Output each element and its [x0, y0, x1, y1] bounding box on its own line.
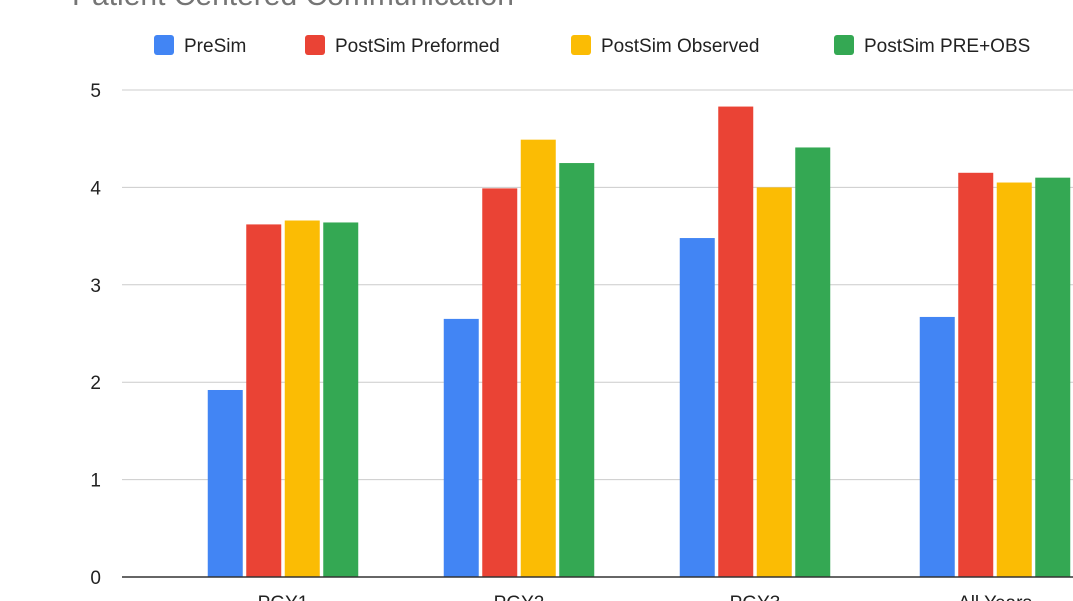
- legend-label: PostSim PRE+OBS: [864, 36, 1030, 57]
- y-tick-label: 1: [90, 471, 101, 492]
- bar-postsim-preformed: [958, 172, 994, 578]
- legend-swatch: [571, 35, 591, 55]
- bar-presim: [443, 318, 479, 577]
- bar-postsim-observed: [520, 139, 556, 577]
- bar-presim: [679, 238, 715, 577]
- bars: [207, 106, 1071, 578]
- category-labels: PGY1 PGY2 PGY3 All Years: [258, 593, 1032, 601]
- bar-postsim-pre-obs: [323, 222, 359, 578]
- bar-presim: [919, 316, 955, 577]
- bar-postsim-preformed: [718, 106, 754, 578]
- y-tick-label: 2: [90, 373, 101, 394]
- bar-postsim-preformed: [246, 224, 282, 578]
- legend-label: PreSim: [184, 36, 246, 57]
- legend-item: PostSim PRE+OBS: [834, 35, 1030, 57]
- bar-group-pgy2: [443, 139, 595, 578]
- bar-postsim-observed: [284, 220, 320, 578]
- bar-presim: [207, 389, 243, 577]
- y-tick-label: 0: [90, 568, 101, 589]
- y-tick-label: 5: [90, 81, 101, 102]
- bar-postsim-pre-obs: [795, 147, 831, 577]
- chart-title: Patient Centered Communication: [72, 0, 514, 12]
- legend-swatch: [834, 35, 854, 55]
- bar-postsim-observed: [996, 182, 1032, 577]
- legend-item: PostSim Observed: [571, 35, 759, 57]
- legend-item: PreSim: [154, 35, 246, 57]
- x-category-label: PGY3: [730, 593, 781, 601]
- y-tick-label: 3: [90, 276, 101, 297]
- y-axis-ticks: 0 1 2 3 4 5: [90, 81, 101, 589]
- bar-group-all-years: [919, 172, 1071, 578]
- legend-swatch: [305, 35, 325, 55]
- bar-group-pgy3: [679, 106, 831, 578]
- legend-swatch: [154, 35, 174, 55]
- bar-postsim-pre-obs: [1035, 177, 1071, 577]
- x-category-label: All Years: [958, 593, 1032, 601]
- legend-label: PostSim Preformed: [335, 36, 500, 57]
- legend-item: PostSim Preformed: [305, 35, 500, 57]
- x-category-label: PGY2: [494, 593, 545, 601]
- x-category-label: PGY1: [258, 593, 309, 601]
- bar-group-pgy1: [207, 220, 359, 578]
- legend: PreSim PostSim Preformed PostSim Observed P…: [154, 35, 1030, 57]
- legend-label: PostSim Observed: [601, 36, 759, 57]
- bar-postsim-preformed: [482, 188, 518, 577]
- bar-postsim-observed: [756, 187, 792, 577]
- y-tick-label: 4: [90, 178, 101, 199]
- bar-postsim-pre-obs: [559, 163, 595, 578]
